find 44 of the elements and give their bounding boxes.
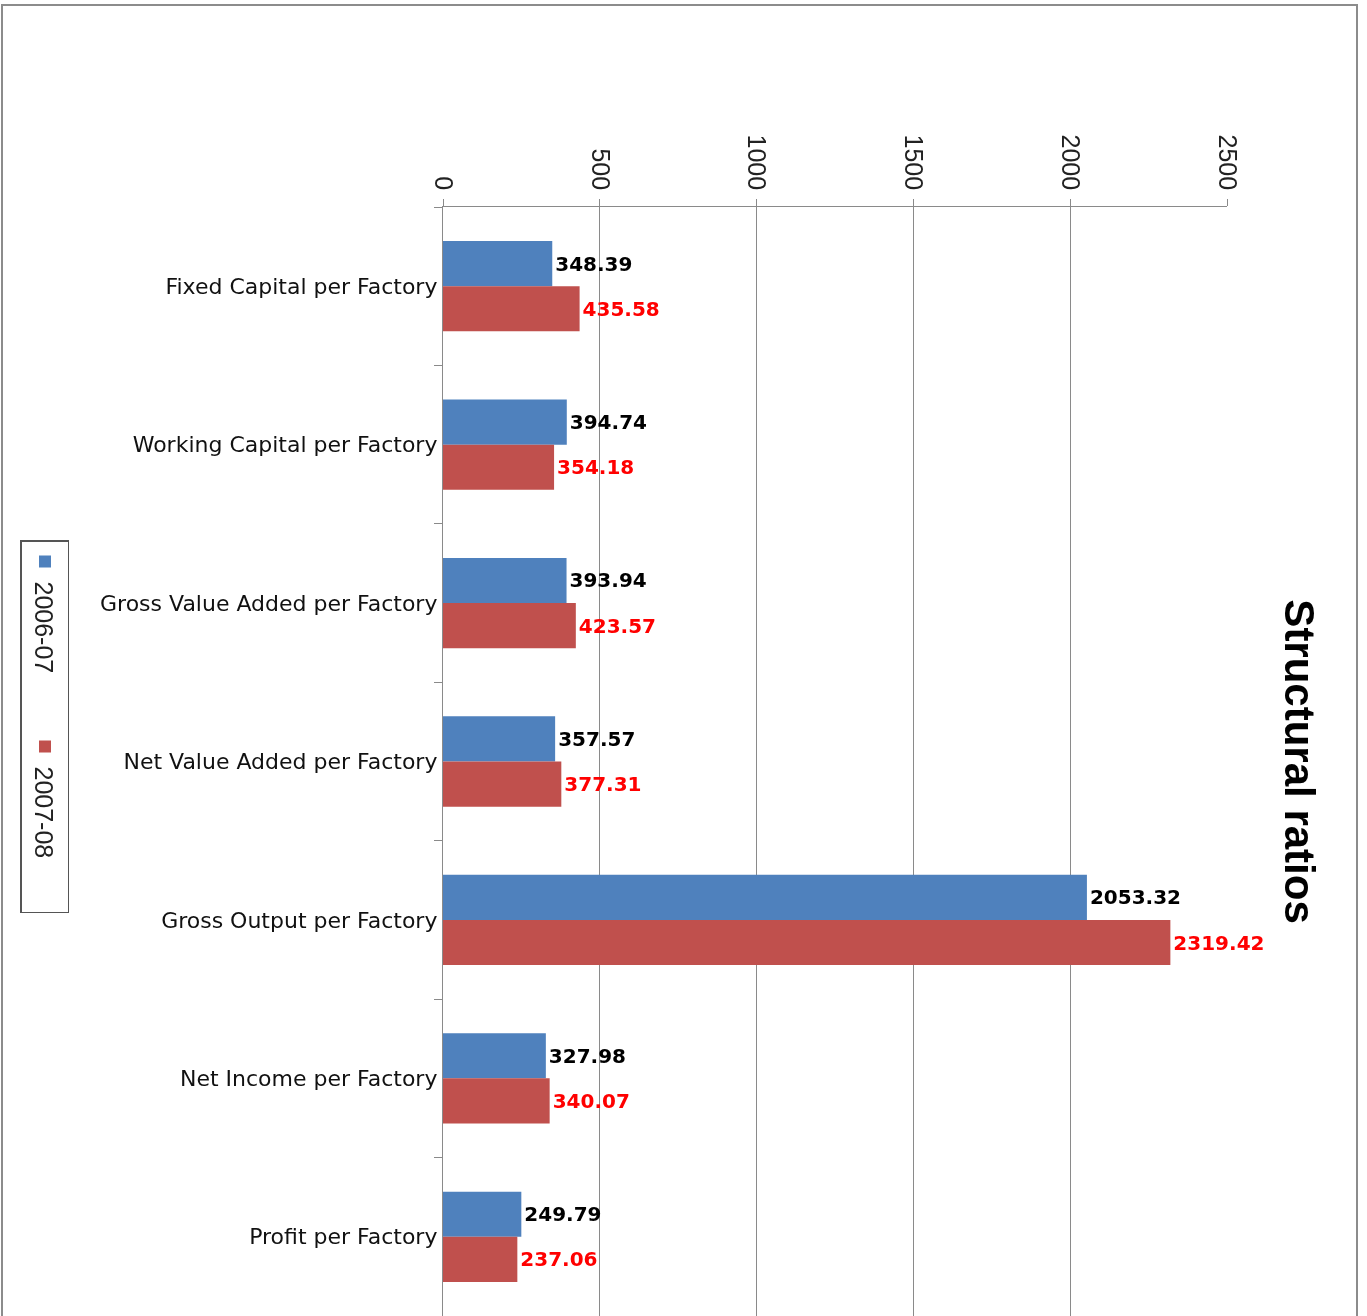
x-tick-label: 0 bbox=[429, 176, 458, 191]
y-tick-label: Profit per Factory bbox=[249, 1224, 438, 1250]
data-label: 249.79 bbox=[524, 1202, 602, 1227]
bar bbox=[443, 716, 556, 762]
bar bbox=[443, 919, 1171, 966]
bar bbox=[443, 444, 555, 490]
data-label: 393.94 bbox=[569, 568, 647, 593]
data-label: 377.31 bbox=[564, 772, 642, 797]
data-label: 2319.42 bbox=[1173, 930, 1265, 955]
data-label: 394.74 bbox=[569, 410, 647, 435]
y-tick-label: Fixed Capital per Factory bbox=[165, 273, 438, 299]
data-label: 423.57 bbox=[578, 613, 657, 638]
y-tick-label: Net Income per Factory bbox=[179, 1066, 438, 1092]
data-label: 340.07 bbox=[552, 1088, 630, 1113]
bar bbox=[443, 1078, 550, 1124]
legend-label: 2006-07 bbox=[30, 581, 59, 674]
bar bbox=[443, 241, 553, 287]
x-tick-label: 1500 bbox=[900, 134, 929, 191]
data-label: 357.57 bbox=[558, 726, 636, 751]
y-tick-label: Net Value Added per Factory bbox=[123, 749, 438, 775]
bar bbox=[443, 874, 1087, 920]
bar bbox=[443, 557, 567, 604]
bar bbox=[443, 286, 580, 332]
y-tick-label: Gross Value Added per Factory bbox=[100, 590, 438, 616]
bar bbox=[443, 1191, 522, 1237]
data-label: 354.18 bbox=[557, 455, 635, 480]
text: Structural ratios bbox=[1275, 599, 1323, 924]
legend-label: 2007-08 bbox=[30, 766, 59, 859]
data-label: 435.58 bbox=[582, 296, 660, 321]
y-tick-label: Working Capital per Factory bbox=[132, 432, 438, 458]
x-tick-label: 500 bbox=[586, 148, 615, 191]
data-label: 2053.32 bbox=[1089, 885, 1182, 910]
data-label: 237.06 bbox=[520, 1247, 598, 1272]
bar bbox=[443, 603, 576, 649]
y-tick-label: Gross Output per Factory bbox=[161, 907, 438, 933]
x-tick-label: 2000 bbox=[1057, 134, 1086, 191]
bar bbox=[443, 1236, 518, 1282]
data-label: 327.98 bbox=[548, 1043, 627, 1068]
data-label: 348.39 bbox=[555, 251, 633, 276]
x-tick-label: 2500 bbox=[1213, 134, 1242, 191]
bar bbox=[443, 399, 567, 445]
bar bbox=[443, 1033, 546, 1079]
bar bbox=[443, 761, 562, 807]
x-tick-label: 1000 bbox=[743, 134, 772, 191]
